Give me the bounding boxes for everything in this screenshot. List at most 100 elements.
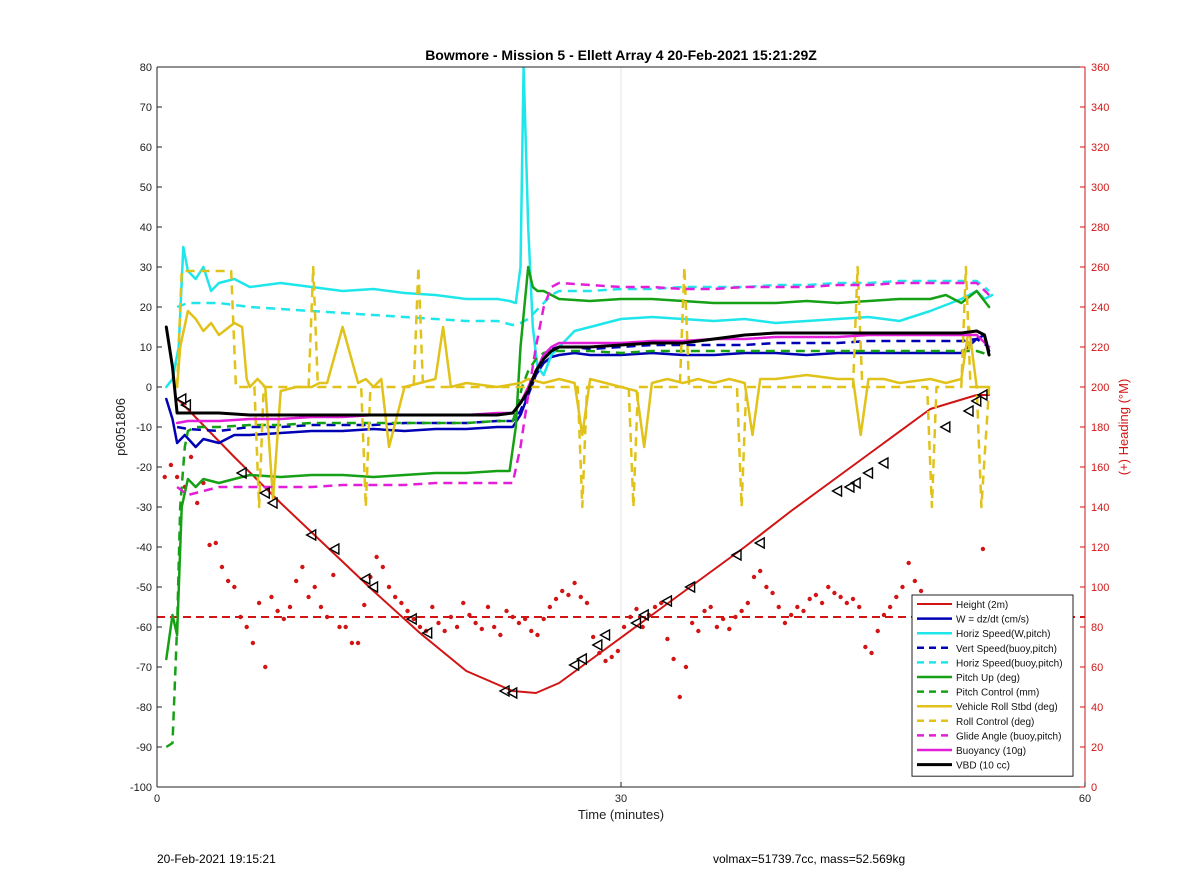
- series-line-3: [176, 337, 990, 433]
- heading-point: [312, 584, 317, 590]
- heading-point: [659, 600, 664, 606]
- height-marker: [266, 496, 278, 510]
- heading-point: [250, 640, 256, 646]
- y-axis-label: p6051806: [113, 398, 128, 456]
- heading-point: [887, 604, 893, 610]
- heading-point: [677, 694, 682, 700]
- heading-point: [776, 604, 781, 610]
- y-right-axis-label: (+) Heading (°M): [1116, 379, 1131, 476]
- heading-point: [225, 578, 231, 584]
- y-tick-label: -80: [136, 702, 152, 714]
- heading-point: [714, 624, 720, 630]
- height-marker: [684, 580, 696, 594]
- height-marker: [862, 466, 874, 480]
- heading-point: [547, 604, 553, 610]
- y-tick-label: 10: [140, 342, 152, 354]
- height-marker: [637, 608, 649, 622]
- height-marker: [591, 638, 603, 652]
- height-marker: [305, 528, 317, 542]
- y-tick-label: 60: [140, 142, 152, 154]
- heading-point: [739, 608, 744, 614]
- heading-point: [819, 600, 825, 606]
- heading-point: [980, 546, 986, 552]
- heading-point: [801, 608, 806, 614]
- heading-point: [578, 594, 583, 600]
- heading-point: [244, 624, 249, 630]
- heading-point: [671, 656, 676, 662]
- heading-point: [392, 594, 398, 600]
- height-marker: [843, 480, 855, 494]
- heading-point: [263, 664, 268, 670]
- height-marker: [753, 536, 765, 550]
- heading-point: [498, 632, 503, 638]
- heading-point: [782, 620, 788, 626]
- y-right-tick-label: 40: [1091, 702, 1103, 714]
- height-marker: [970, 394, 982, 408]
- heading-point: [331, 572, 336, 578]
- y-tick-label: -20: [136, 462, 152, 474]
- heading-point: [491, 624, 497, 630]
- heading-point: [572, 580, 577, 586]
- y-right-tick-label: 80: [1091, 622, 1103, 634]
- heading-point: [294, 578, 299, 584]
- heading-point: [609, 654, 614, 660]
- y-tick-label: -90: [136, 742, 152, 754]
- series-line-7: [175, 309, 991, 501]
- heading-point: [529, 628, 534, 634]
- heading-point: [634, 606, 639, 612]
- heading-point: [287, 604, 293, 610]
- heading-point: [813, 592, 819, 598]
- heading-point: [207, 542, 212, 548]
- legend-label-8: Roll Control (deg): [956, 717, 1034, 728]
- y-tick-label: 50: [140, 182, 152, 194]
- heading-point: [758, 568, 763, 574]
- heading-point: [603, 658, 608, 664]
- heading-point: [912, 578, 918, 584]
- heading-point: [386, 584, 392, 590]
- y-tick-label: -50: [136, 582, 152, 594]
- y-right-tick-label: 360: [1091, 62, 1109, 74]
- heading-point: [875, 628, 880, 634]
- legend-label-11: VBD (10 cc): [956, 761, 1010, 772]
- heading-point: [485, 604, 491, 610]
- heading-point: [454, 624, 460, 630]
- heading-point: [504, 608, 509, 614]
- heading-point: [174, 474, 180, 480]
- heading-point: [615, 648, 621, 654]
- height-marker: [235, 466, 247, 480]
- height-marker: [877, 456, 889, 470]
- height-marker: [405, 612, 417, 626]
- heading-point: [683, 664, 689, 670]
- y-right-tick-label: 260: [1091, 262, 1109, 274]
- height-marker: [506, 686, 518, 700]
- footer-summary: volmax=51739.7cc, mass=52.569kg: [713, 852, 906, 866]
- heading-point: [479, 626, 484, 632]
- heading-point: [751, 574, 757, 580]
- legend-label-1: W = dz/dt (cm/s): [956, 615, 1029, 626]
- heading-point: [560, 588, 565, 594]
- height-marker: [630, 616, 642, 630]
- heading-point: [844, 600, 850, 606]
- y-right-tick-label: 60: [1091, 662, 1103, 674]
- heading-point: [516, 620, 522, 626]
- heading-point: [838, 594, 843, 600]
- heading-point: [863, 644, 868, 650]
- heading-point: [832, 590, 837, 596]
- heading-point: [764, 584, 769, 590]
- heading-point: [566, 592, 571, 598]
- heading-point: [442, 628, 447, 634]
- series-line-8: [175, 265, 991, 509]
- heading-point: [689, 620, 695, 626]
- y-tick-label: -10: [136, 422, 152, 434]
- height-marker: [730, 548, 742, 562]
- height-marker: [179, 398, 192, 412]
- y-tick-label: 30: [140, 262, 152, 274]
- height-marker: [660, 594, 673, 608]
- legend-label-5: Pitch Up (deg): [956, 673, 1020, 684]
- heading-point: [770, 590, 775, 596]
- y-right-tick-label: 140: [1091, 502, 1109, 514]
- heading-point: [640, 624, 645, 630]
- heading-point: [826, 584, 831, 590]
- heading-point: [473, 620, 478, 626]
